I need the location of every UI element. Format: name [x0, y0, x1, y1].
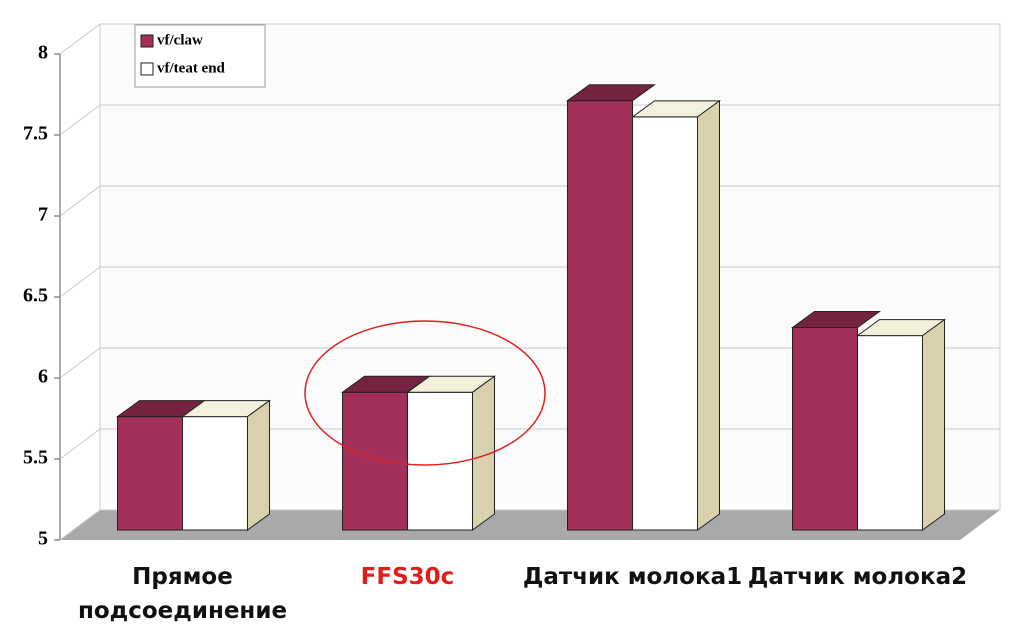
x-tick-label: FFS30c: [360, 564, 455, 590]
floor: [60, 510, 1000, 540]
grid-line: [59, 23, 1000, 55]
bar-front: [792, 327, 858, 531]
bar-side: [697, 99, 720, 531]
legend-label: vf/claw: [157, 32, 203, 48]
bar-front: [567, 100, 633, 531]
legend-swatch: [140, 34, 154, 48]
x-tick-label: Прямое подсоединение: [77, 564, 288, 624]
legend-swatch: [140, 62, 154, 76]
bar-front: [342, 391, 408, 531]
bar-side: [247, 399, 270, 531]
y-tick-label: 8: [38, 42, 48, 64]
x-tick-label: Датчик молока2: [747, 564, 968, 590]
y-tick-label: 7.5: [23, 123, 48, 145]
bar-front: [182, 416, 248, 531]
y-tick-label: 6: [38, 366, 48, 388]
x-tick-label: Датчик молока1: [522, 564, 743, 590]
y-tick-label: 7: [38, 204, 48, 226]
bar-front: [632, 116, 698, 531]
bar-front: [117, 416, 183, 531]
y-tick-label: 5.5: [23, 447, 48, 469]
y-tick-label: 6.5: [23, 285, 48, 307]
legend-label: vf/teat end: [157, 60, 226, 76]
y-tick-label: 5: [38, 528, 48, 550]
bar-top: [565, 84, 657, 102]
bar-side: [922, 318, 945, 531]
bar-side: [472, 375, 495, 531]
legend-box: [134, 24, 266, 88]
bar-front: [857, 335, 923, 531]
highlight-ellipse: [304, 320, 546, 466]
bar-top: [790, 311, 882, 328]
